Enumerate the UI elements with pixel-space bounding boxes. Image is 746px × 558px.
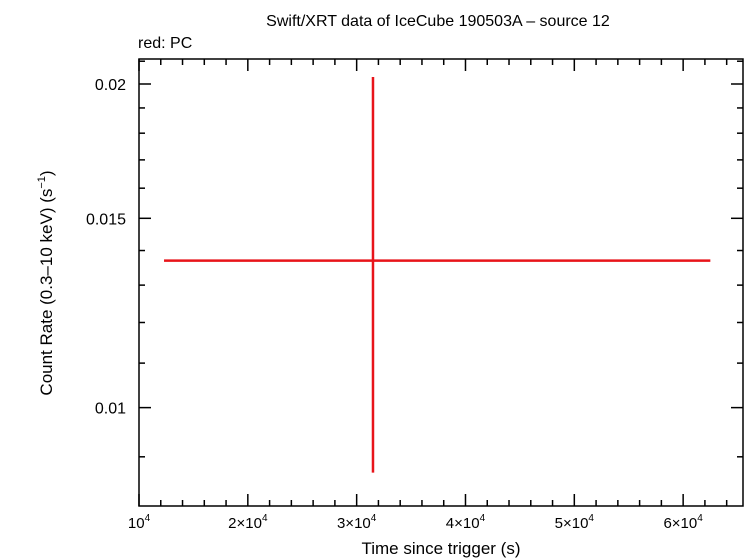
x-tick-label: 2×104 [228, 513, 268, 532]
y-tick-label: 0.015 [86, 211, 126, 228]
data-series [164, 77, 711, 473]
y-axis-label-tail: ) [37, 170, 56, 176]
x-tick-label-exponent: 4 [697, 513, 703, 524]
y-tick-label: 0.02 [95, 77, 126, 94]
plot-frame [138, 58, 744, 507]
x-tick-label-exponent: 4 [588, 513, 594, 524]
y-axis-ticks [139, 60, 743, 458]
y-axis-label-exponent: −1 [36, 176, 48, 189]
x-tick-label: 4×104 [446, 513, 486, 532]
x-tick-label-base: 5×10 [555, 515, 589, 532]
data-point [164, 77, 711, 473]
x-tick-label-exponent: 4 [145, 513, 151, 524]
chart-title: Swift/XRT data of IceCube 190503A – sour… [266, 13, 610, 30]
x-tick-label: 5×104 [555, 513, 595, 532]
x-axis-tick-labels: 104 2×104 3×104 4×104 5×104 6×104 [128, 513, 703, 532]
x-tick-label: 6×104 [663, 513, 703, 532]
x-tick-label-base: 6×10 [663, 515, 697, 532]
x-tick-label-base: 10 [128, 515, 145, 532]
x-tick-label: 3×104 [337, 513, 377, 532]
x-tick-label-base: 3×10 [337, 515, 371, 532]
x-tick-label-exponent: 4 [262, 513, 268, 524]
x-tick-label-base: 2×10 [228, 515, 262, 532]
y-axis-label: Count Rate (0.3–10 keV) (s−1) [36, 170, 56, 395]
x-tick-label-exponent: 4 [480, 513, 486, 524]
x-tick-label: 104 [128, 513, 151, 532]
x-axis-ticks [138, 59, 728, 506]
x-axis-label: Time since trigger (s) [361, 539, 520, 558]
x-tick-label-base: 4×10 [446, 515, 480, 532]
y-tick-label: 0.01 [95, 401, 126, 418]
y-axis-label-main: Count Rate (0.3–10 keV) (s [37, 189, 56, 396]
x-tick-label-exponent: 4 [371, 513, 377, 524]
y-axis-tick-labels: 0.01 0.015 0.02 [86, 77, 126, 418]
chart-subtitle: red: PC [138, 35, 192, 52]
